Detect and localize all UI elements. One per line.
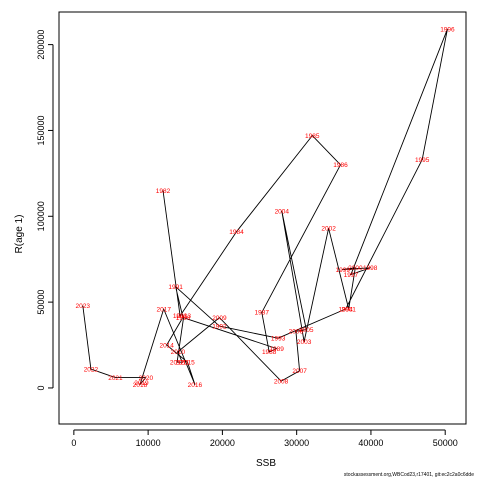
point-label-1984: 1984 xyxy=(229,229,244,236)
series-connecting-line xyxy=(82,28,448,385)
point-label-1999: 1999 xyxy=(335,267,350,274)
point-label-2007: 2007 xyxy=(292,368,307,375)
plot-frame xyxy=(58,11,467,425)
point-label-1987: 1987 xyxy=(255,310,270,317)
x-tick-label: 20000 xyxy=(210,438,235,448)
y-axis-title: R(age 1) xyxy=(14,215,25,254)
point-label-1996: 1996 xyxy=(440,26,455,33)
x-axis-title: SSB xyxy=(256,458,276,469)
y-tick-label: 100000 xyxy=(36,201,46,231)
y-tick-label: 150000 xyxy=(36,115,46,145)
point-label-1982: 1982 xyxy=(156,188,171,195)
y-tick-label: 50000 xyxy=(36,290,46,315)
point-label-2002: 2002 xyxy=(321,226,336,233)
point-label-1994: 1994 xyxy=(338,306,353,313)
footer-source-text: stockassessment.org,WBCod23,r17401, git:… xyxy=(343,472,474,478)
point-label-1997: 1997 xyxy=(344,272,359,279)
point-label-2001: 2001 xyxy=(341,306,356,313)
point-label-2010: 2010 xyxy=(171,349,186,356)
point-label-2017: 2017 xyxy=(156,306,171,313)
x-tick-label: 0 xyxy=(71,438,76,448)
point-label-2015: 2015 xyxy=(180,360,195,367)
y-tick-label: 200000 xyxy=(36,30,46,60)
x-tick-label: 50000 xyxy=(433,438,458,448)
point-label-1990: 1990 xyxy=(176,315,191,322)
point-label-2000: 2000 xyxy=(348,265,363,272)
x-tick-label: 30000 xyxy=(284,438,309,448)
point-label-2021: 2021 xyxy=(108,375,123,382)
point-label-2018: 2018 xyxy=(133,382,148,389)
point-label-2019: 2019 xyxy=(134,380,149,387)
point-label-2023: 2023 xyxy=(76,303,91,310)
point-label-2011: 2011 xyxy=(175,360,189,367)
point-label-1985: 1985 xyxy=(305,133,320,140)
point-label-1988: 1988 xyxy=(262,349,277,356)
x-tick-label: 40000 xyxy=(358,438,383,448)
point-label-2022: 2022 xyxy=(84,366,99,373)
point-label-2006: 2006 xyxy=(289,329,304,336)
point-label-1989: 1989 xyxy=(269,346,284,353)
point-label-1986: 1986 xyxy=(333,162,348,169)
point-label-1992: 1992 xyxy=(212,323,227,330)
point-label-2013: 2013 xyxy=(177,313,192,320)
point-label-2020: 2020 xyxy=(139,375,154,382)
y-tick-label: 0 xyxy=(36,385,46,390)
point-label-1998: 1998 xyxy=(363,265,378,272)
point-label-2009: 2009 xyxy=(212,315,227,322)
point-label-2008: 2008 xyxy=(274,378,289,385)
point-label-1991: 1991 xyxy=(168,284,183,291)
point-label-2012: 2012 xyxy=(170,360,185,367)
point-label-2003: 2003 xyxy=(297,339,312,346)
point-label-2004: 2004 xyxy=(275,208,290,215)
point-label-1995: 1995 xyxy=(415,157,430,164)
x-tick-label: 10000 xyxy=(136,438,161,448)
point-label-2014: 2014 xyxy=(159,342,174,349)
point-label-2005: 2005 xyxy=(299,327,314,334)
point-label-1993: 1993 xyxy=(271,335,286,342)
point-label-1983: 1983 xyxy=(173,313,188,320)
point-label-2016: 2016 xyxy=(188,382,203,389)
